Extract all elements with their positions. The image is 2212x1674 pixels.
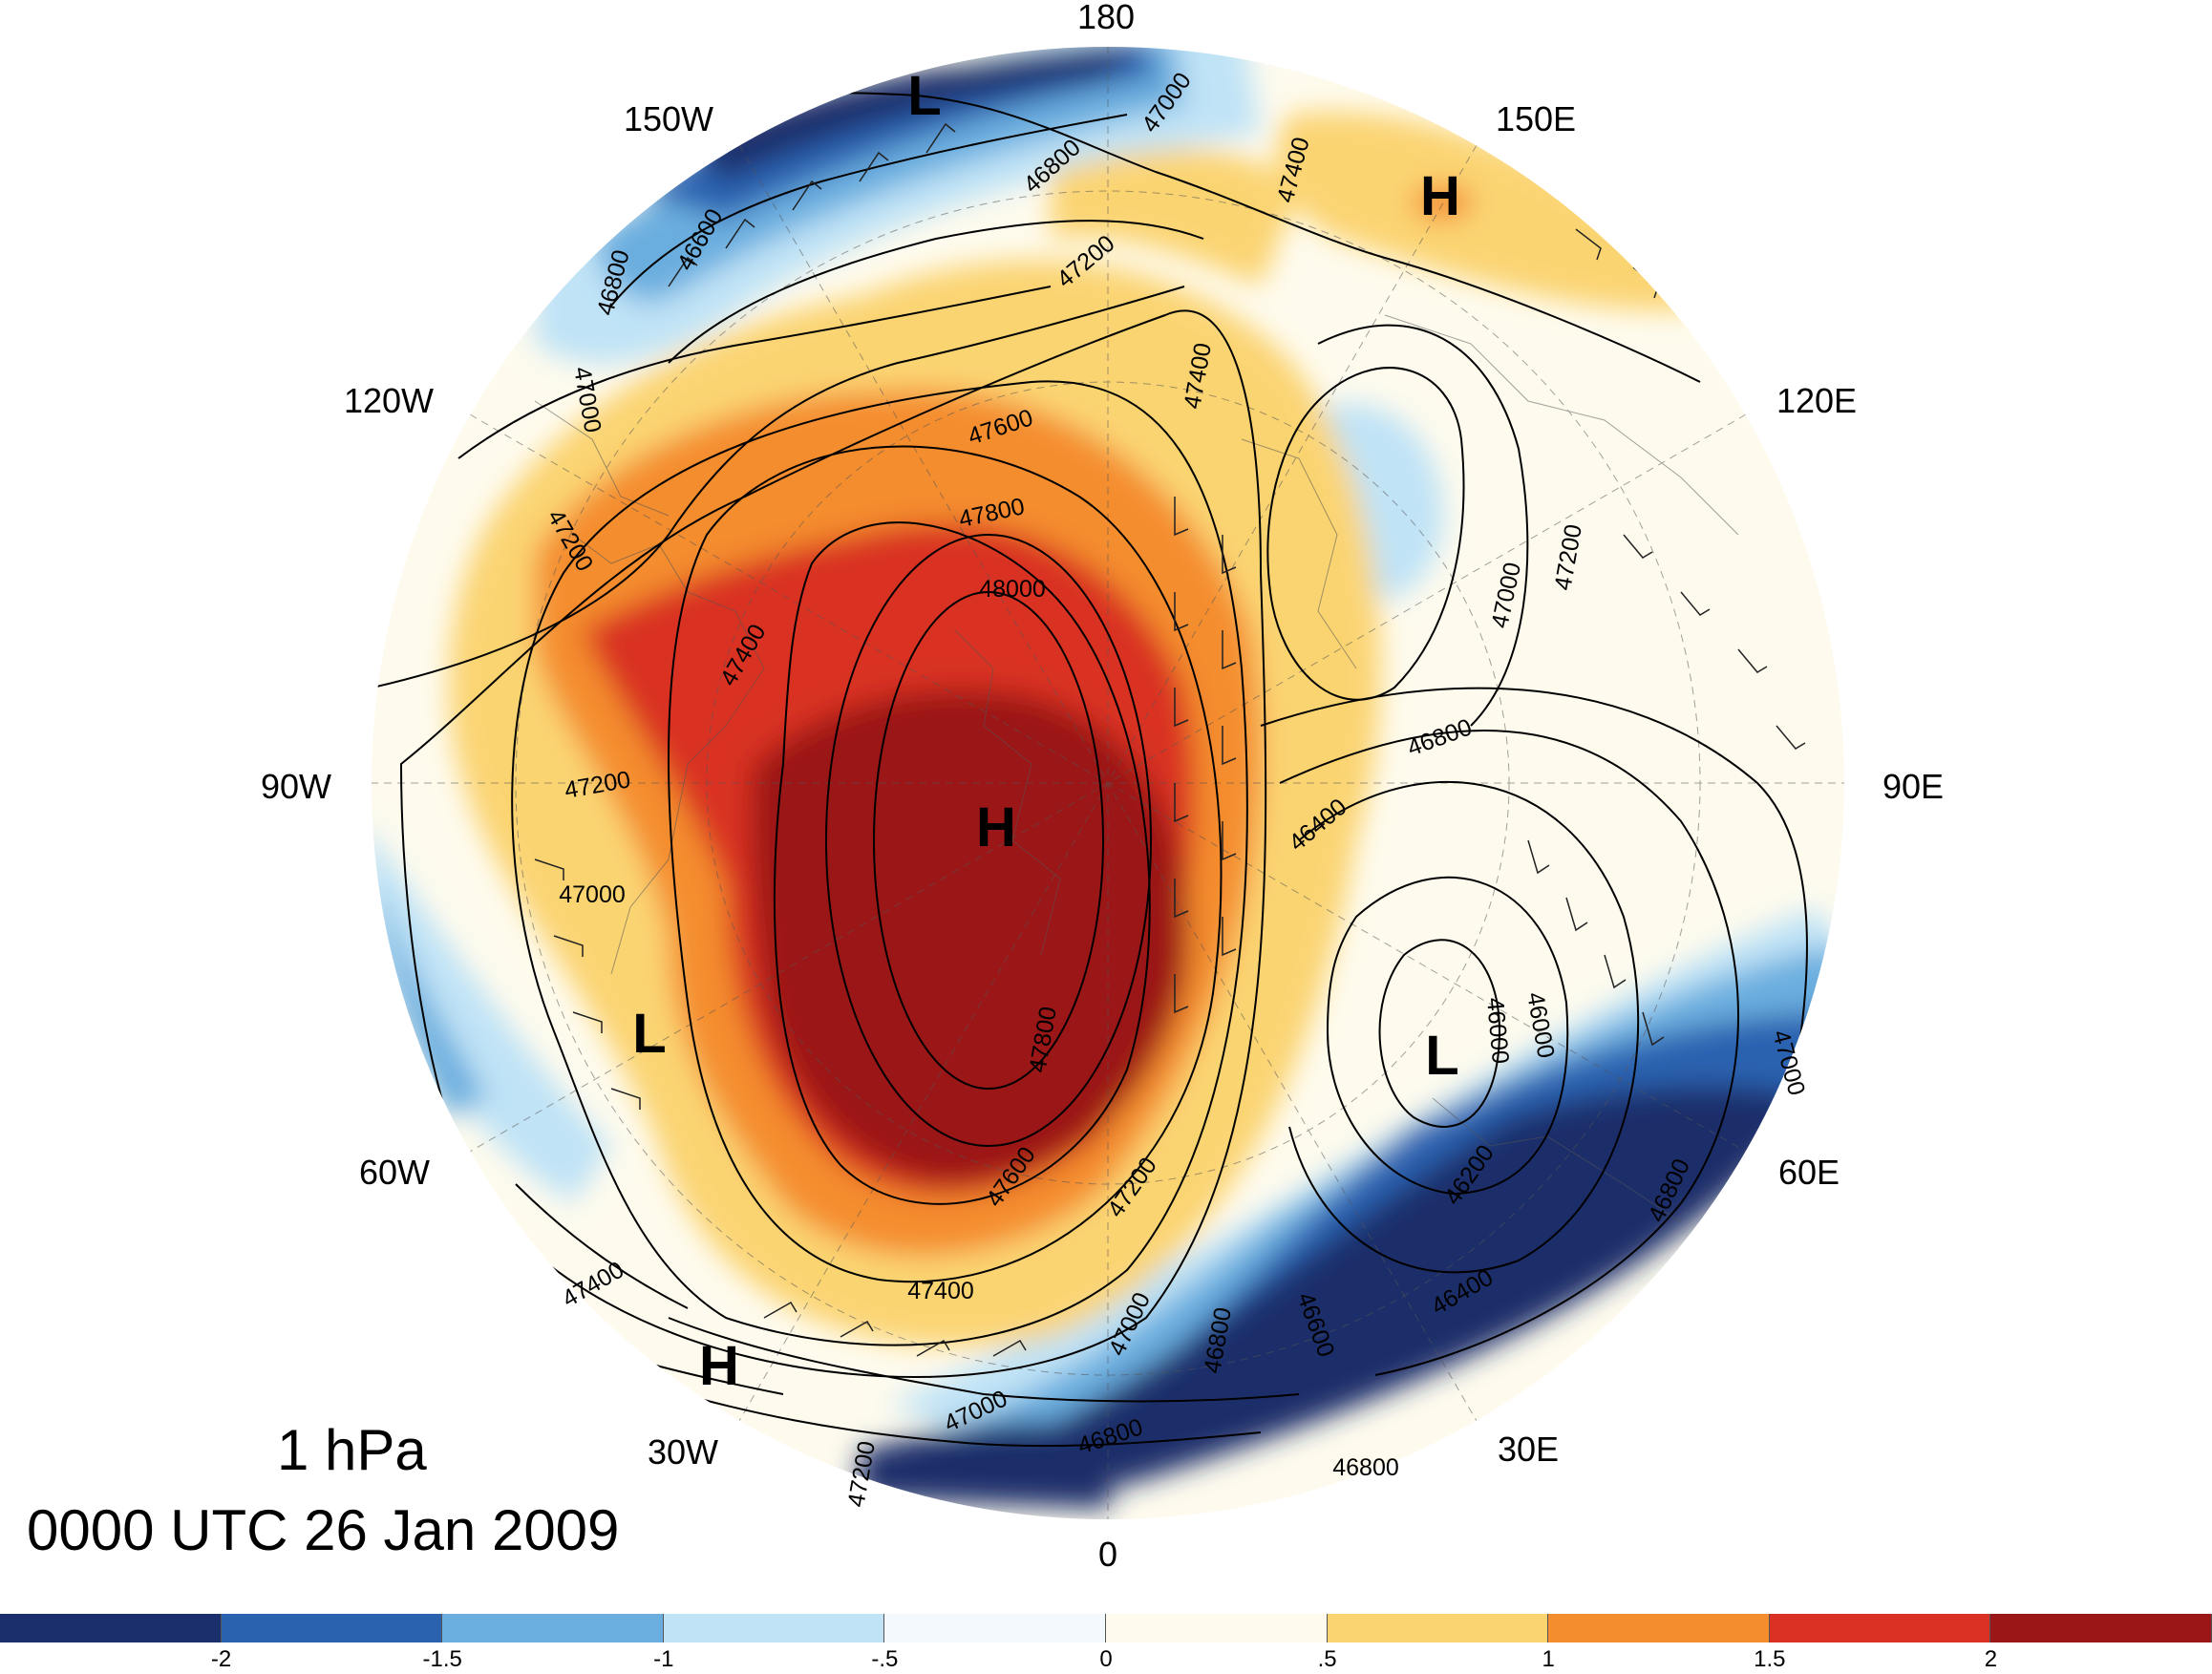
contour-label: 46800: [1332, 1454, 1399, 1481]
longitude-label: 120E: [1776, 381, 1857, 420]
colorbar-tick-label: .5: [1317, 1646, 1337, 1672]
longitude-label: 60W: [359, 1153, 430, 1192]
longitude-label: 90E: [1882, 767, 1944, 806]
height-contours: [372, 92, 1808, 1448]
contour-label: 47000: [559, 881, 626, 908]
longitude-label: 90W: [261, 767, 331, 806]
longitude-label: 60E: [1778, 1153, 1840, 1192]
colorbar-tick-label: 0: [1099, 1646, 1113, 1672]
wind-barbs: [534, 122, 1806, 1357]
colorbar-labels: -2 -1.5 -1 -.5 0 .5 1 1.5 2: [0, 1646, 2212, 1673]
colorbar-box: [0, 1614, 222, 1642]
longitude-label: 30E: [1498, 1430, 1559, 1469]
colorbar: [0, 1614, 2212, 1642]
colorbar-tick-label: -2: [210, 1646, 232, 1672]
colorbar-box: [442, 1614, 664, 1642]
colorbar-tick-label: 1: [1542, 1646, 1555, 1672]
longitude-labels: 180 150E 120E 90E 60E 30E 0 30W 60W 90W …: [261, 0, 1944, 1574]
low-center-marker: L: [907, 65, 941, 127]
anomaly-shading: [371, 46, 1845, 1520]
longitude-label: 180: [1077, 0, 1135, 36]
colorbar-tick-label: 1.5: [1754, 1646, 1786, 1672]
high-center-marker: H: [699, 1335, 739, 1397]
colorbar-tick-label: -1: [653, 1646, 674, 1672]
colorbar-box: [1548, 1614, 1770, 1642]
colorbar-box: [1990, 1614, 2212, 1642]
longitude-label: 150W: [624, 99, 713, 138]
pressure-centers: H H H L L L: [632, 65, 1460, 1397]
colorbar-box: [1327, 1614, 1549, 1642]
contour-label: 47400: [907, 1278, 974, 1304]
colorbar-tick-label: -1.5: [422, 1646, 462, 1672]
longitude-label: 30W: [648, 1432, 718, 1472]
low-center-marker: L: [1425, 1025, 1458, 1087]
pressure-level-title: 1 hPa: [277, 1418, 427, 1482]
colorbar-tick-label: 2: [1984, 1646, 1998, 1672]
colorbar-box: [663, 1614, 885, 1642]
longitude-label: 120W: [344, 381, 434, 420]
longitude-label: 150E: [1496, 99, 1576, 138]
colorbar-tick-label: -.5: [871, 1646, 899, 1672]
colorbar-box: [884, 1614, 1106, 1642]
longitude-label: 0: [1098, 1535, 1117, 1574]
high-center-marker: H: [1420, 165, 1460, 227]
contour-label: 48000: [979, 576, 1046, 603]
high-center-marker: H: [976, 796, 1016, 858]
colorbar-box: [1769, 1614, 1991, 1642]
map-background-lines: [371, 46, 1845, 1520]
contour-label: 46000: [1481, 996, 1514, 1065]
valid-time-title: 0000 UTC 26 Jan 2009: [27, 1498, 620, 1562]
low-center-marker: L: [632, 1003, 666, 1065]
colorbar-box: [1105, 1614, 1328, 1642]
colorbar-box: [221, 1614, 443, 1642]
